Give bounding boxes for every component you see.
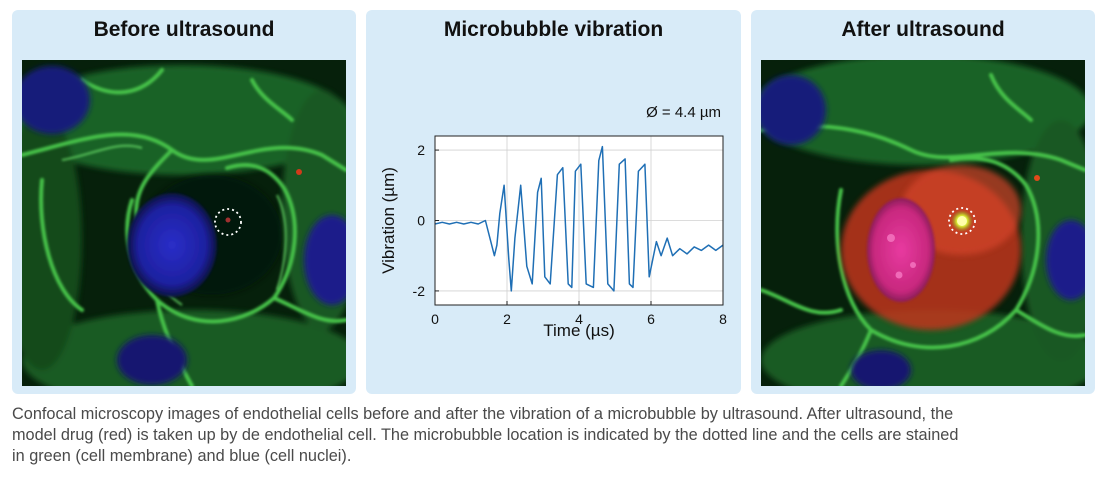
microbubble-vibration-panel: Microbubble vibration 0 2 4 6 8 2 0 -2 Time (µs)…: [366, 10, 741, 394]
x-tick-label: 4: [575, 311, 583, 327]
y-tick-label: -2: [413, 283, 426, 299]
microbubble-marker-before: [214, 208, 242, 236]
after-ultrasound-title: After ultrasound: [841, 18, 1005, 41]
y-axis-label: Vibration (µm): [379, 167, 398, 274]
y-tick-label: 0: [417, 213, 425, 229]
x-tick-label: 6: [647, 311, 655, 327]
after-ultrasound-panel: After ultrasound: [751, 10, 1095, 394]
caption-line-3: in green (cell membrane) and blue (cell …: [12, 447, 352, 465]
before-ultrasound-title: Before ultrasound: [93, 18, 275, 41]
x-tick-label: 2: [503, 311, 511, 327]
vibration-chart: 0 2 4 6 8 2 0 -2 Time (µs) Vibration (µm) Ø = 4.4 …: [379, 104, 727, 340]
chart-title: Microbubble vibration: [443, 18, 664, 41]
x-axis-label: Time (µs): [543, 321, 615, 340]
diameter-annotation: Ø = 4.4 µm: [646, 104, 721, 121]
x-tick-label: 8: [719, 311, 727, 327]
caption-line-1: Confocal microscopy images of endothelia…: [12, 405, 954, 423]
x-tick-label: 0: [431, 311, 439, 327]
vibration-series-line: [434, 145, 724, 292]
y-tick-label: 2: [417, 142, 425, 158]
after-ultrasound-micrograph: [761, 60, 1085, 386]
before-ultrasound-micrograph: [22, 60, 346, 386]
before-ultrasound-panel: Before ultrasound: [12, 10, 356, 394]
microbubble-marker-after: [948, 207, 976, 235]
caption-line-2: model drug (red) is taken up by de endot…: [12, 426, 959, 444]
figure-caption: Confocal microscopy images of endothelia…: [12, 404, 1102, 467]
